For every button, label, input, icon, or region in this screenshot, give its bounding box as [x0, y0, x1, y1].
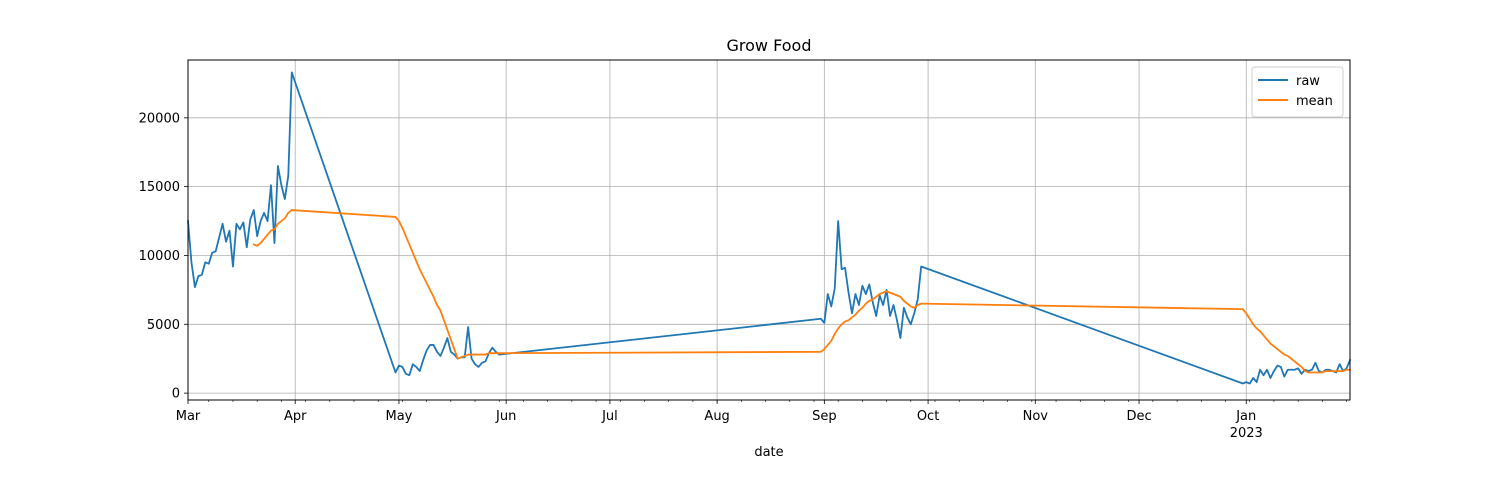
- x-tick-label: Dec: [1126, 409, 1151, 424]
- x-tick-label: May: [386, 409, 413, 424]
- grid: [187, 60, 1350, 400]
- x-axis-label: date: [754, 445, 783, 460]
- legend-label-mean: mean: [1296, 94, 1333, 109]
- series-group: [187, 71, 1352, 385]
- x-tick-label: Apr: [284, 409, 307, 424]
- y-tick-label: 15000: [139, 180, 180, 195]
- legend: raw mean: [1251, 66, 1344, 118]
- plot-frame: [187, 59, 1351, 401]
- y-tick-label: 20000: [139, 111, 180, 126]
- x-tick-sublabel: 2023: [1230, 426, 1263, 441]
- x-tick-label: Jun: [495, 409, 516, 424]
- x-tick-label: Oct: [917, 409, 939, 424]
- legend-label-raw: raw: [1296, 74, 1320, 89]
- series-line-mean: [252, 209, 1351, 374]
- x-tick-label: Nov: [1023, 409, 1049, 424]
- y-tick-label: 10000: [139, 249, 180, 264]
- x-tick-label: Aug: [704, 409, 729, 424]
- x-tick-label: Sep: [812, 409, 837, 424]
- x-tick-label: Mar: [176, 409, 201, 424]
- x-tick-label: Jul: [601, 409, 618, 424]
- y-tick-label: 0: [172, 387, 180, 402]
- y-axis: 0 5000 10000 15000 20000: [139, 111, 188, 402]
- x-axis: Mar Apr May Jun Jul Aug Sep Oct Nov Dec Jan 2023: [176, 400, 1347, 441]
- x-tick-label: Jan: [1235, 409, 1256, 424]
- series-line-raw: [187, 71, 1352, 385]
- chart-title: Grow Food: [727, 36, 812, 55]
- y-tick-label: 5000: [147, 318, 180, 333]
